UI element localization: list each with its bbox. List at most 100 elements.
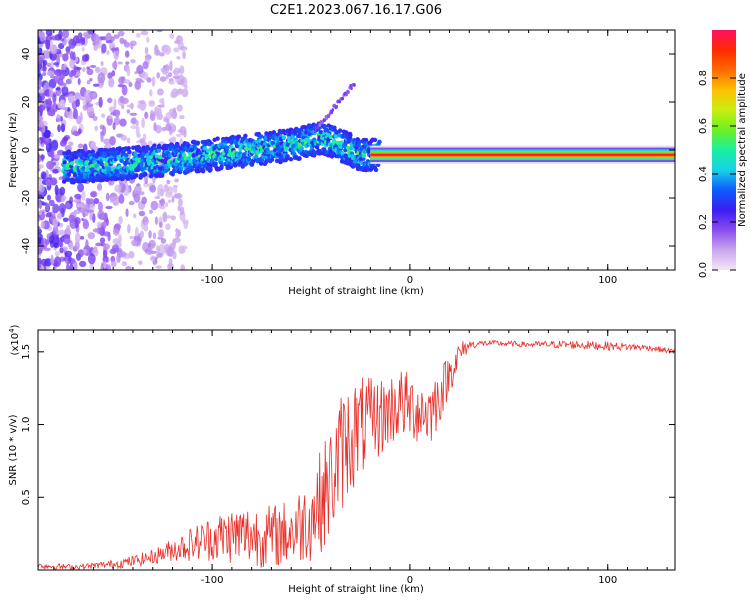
snr-frame [37,329,676,571]
noise-mark [148,230,152,239]
noise-mark [173,40,180,44]
noise-mark [41,72,47,77]
noise-mark [177,205,181,212]
noise-mark [45,212,50,218]
noise-mark [92,83,100,87]
ridge-mark [181,152,187,158]
ridge-mark [373,167,379,173]
noise-mark [158,221,163,229]
noise-mark [58,70,66,81]
noise-mark [108,77,115,88]
noise-mark [40,220,45,229]
noise-mark [144,111,149,119]
noise-mark [130,125,138,129]
ridge-mark [269,157,275,162]
noise-mark [106,264,112,270]
noise-mark [38,164,45,169]
noise-mark [38,115,44,122]
noise-mark [94,66,101,74]
noise-mark [87,253,96,265]
noise-mark [142,72,149,80]
ridge-mark [163,160,168,165]
noise-mark [52,168,59,174]
ridge-mark [96,151,101,157]
noise-mark [127,223,131,234]
noise-mark [119,37,125,45]
noise-mark [155,265,162,269]
noise-mark [89,77,93,82]
noise-mark [76,203,83,208]
noise-mark [164,202,169,208]
y-tick-label: 0.5 [21,489,32,505]
noise-mark [84,89,92,101]
noise-mark [175,88,184,95]
noise-mark [136,132,141,138]
noise-mark [74,217,81,225]
noise-mark [50,35,59,41]
noise-mark [152,232,157,240]
y-tick-label: 0 [21,147,32,153]
noise-mark [58,30,63,40]
ridge-mark [372,137,378,143]
noise-mark [123,79,131,84]
noise-mark [115,113,120,119]
ridge-mark [159,173,165,178]
noise-mark [74,92,81,103]
ridge-mark [170,172,175,177]
streak-mark [313,129,317,133]
noise-mark [118,233,122,244]
noise-mark [130,43,134,50]
noise-mark [65,46,71,53]
ridge-mark [263,141,268,147]
noise-mark [73,199,81,203]
noise-mark [38,262,41,270]
noise-mark [112,122,116,131]
ridge-mark [288,157,294,162]
noise-mark [113,49,120,60]
noise-mark [149,209,153,214]
noise-mark [49,52,57,61]
noise-mark [81,54,89,62]
noise-mark [167,199,172,203]
noise-mark [62,30,70,39]
noise-mark [154,106,159,116]
ridge-mark [124,152,129,158]
ridge-mark [106,166,112,171]
colorbar-tick-label: 0.0 [698,262,709,278]
noise-mark [49,39,54,51]
noise-mark [171,239,176,250]
ridge-mark [156,148,162,153]
noise-mark [56,114,61,123]
noise-mark [73,64,77,75]
ridge-mark [156,143,162,149]
ridge-mark [82,178,88,184]
noise-mark [67,93,75,104]
noise-mark [49,87,54,98]
noise-mark [40,154,44,162]
noise-mark [178,198,183,207]
ridge-mark [324,127,330,133]
noise-mark [121,84,128,96]
ridge-mark [335,140,341,146]
noise-mark [182,50,187,60]
noise-mark [131,239,138,247]
spectrogram-heatmap [38,30,675,270]
noise-mark [143,182,149,188]
noise-mark [159,188,165,197]
ridge-mark [136,146,142,151]
noise-mark [85,239,89,251]
noise-mark [134,80,142,91]
noise-mark [146,77,152,83]
noise-mark [126,67,131,77]
noise-mark [162,211,168,223]
noise-mark [72,108,78,120]
ridge-mark [219,164,224,169]
snr-xlabel: Height of straight line (km) [288,584,424,595]
noise-mark [50,254,54,265]
ridge-mark [332,125,337,130]
noise-mark [48,235,55,244]
noise-mark [68,214,76,223]
ridge-mark [157,154,163,160]
noise-mark [140,141,148,147]
noise-mark [164,45,172,55]
